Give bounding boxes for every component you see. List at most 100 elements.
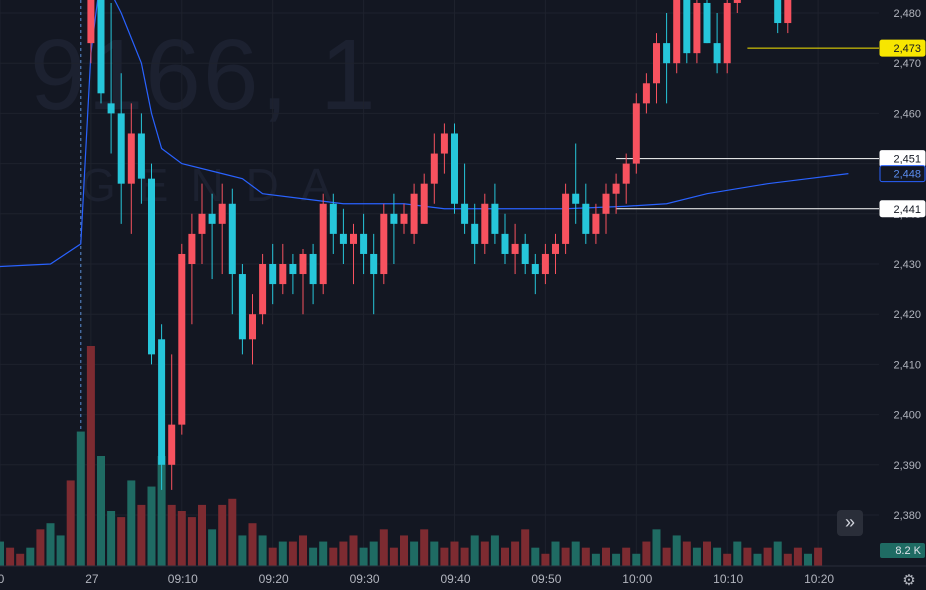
- candle: [158, 324, 166, 490]
- volume-bar: [46, 523, 55, 566]
- volume-bar: [66, 480, 75, 566]
- candle-body: [501, 233, 509, 254]
- candle-body: [602, 193, 610, 214]
- volume-bar: [238, 535, 247, 566]
- candle-body: [481, 203, 489, 244]
- candle: [440, 123, 448, 174]
- vwap-line: [0, 0, 849, 268]
- candle-body: [299, 253, 307, 275]
- candle-body: [592, 213, 600, 234]
- volume-bar: [662, 547, 671, 566]
- candle-body: [552, 243, 559, 254]
- volume-bar: [187, 517, 196, 566]
- volume-bar: [198, 504, 206, 566]
- candle-body: [117, 113, 125, 184]
- candle: [289, 253, 297, 295]
- volume-bar: [814, 547, 823, 566]
- volume-bar: [470, 535, 479, 566]
- volume-bar: [682, 541, 691, 566]
- candle-body: [723, 2, 731, 64]
- candle: [238, 264, 246, 355]
- volume-bar: [137, 504, 146, 566]
- volume-bar: [460, 547, 469, 566]
- candle-body: [511, 243, 519, 254]
- volume-tag-label: 8.2 K: [895, 545, 921, 557]
- candle-body: [693, 2, 701, 54]
- volume-bar: [793, 547, 802, 566]
- candle: [632, 93, 640, 174]
- candle: [97, 0, 105, 104]
- candle: [319, 193, 327, 295]
- price-axis-tick-label: 2,460: [893, 108, 921, 120]
- price-tag-box: [879, 200, 926, 218]
- candle: [168, 354, 176, 490]
- candle: [208, 193, 216, 280]
- price-axis-tick-label: 2,380: [893, 510, 921, 522]
- volume-bar: [551, 541, 560, 566]
- candle: [370, 233, 378, 315]
- volume-bar: [410, 541, 419, 566]
- price-tag-vwap: 2,448: [879, 165, 926, 183]
- candle-body: [208, 213, 216, 224]
- time-axis-tick-label: 09:50: [531, 572, 561, 586]
- price-axis-tick-label: 2,480: [893, 8, 921, 20]
- candle-body: [370, 253, 378, 275]
- candle: [329, 193, 337, 254]
- volume-bar: [622, 547, 631, 566]
- candle: [622, 153, 630, 204]
- price-axis-tick-label: 2,390: [893, 460, 921, 472]
- price-axis-tick-label: 2,430: [893, 259, 921, 271]
- candle: [420, 173, 428, 224]
- candle: [612, 173, 620, 214]
- chart-settings-icon[interactable]: ⚙: [902, 572, 916, 589]
- candle: [582, 183, 590, 244]
- volume-bar: [389, 547, 398, 566]
- candle: [592, 203, 600, 244]
- volume-bar: [763, 547, 772, 566]
- candle-body: [440, 133, 448, 154]
- candle-body: [562, 193, 570, 244]
- candle: [774, 0, 782, 34]
- candle: [87, 0, 95, 64]
- candle: [784, 0, 792, 34]
- candle: [178, 243, 186, 435]
- candle: [683, 0, 691, 64]
- volume-bar: [349, 535, 358, 566]
- volume-bar: [773, 541, 782, 566]
- volume-bar: [440, 547, 449, 566]
- time-axis-tick-label: 09:40: [440, 572, 470, 586]
- candle-body: [471, 223, 479, 244]
- volume-bar: [107, 511, 116, 566]
- candle-body: [137, 133, 145, 179]
- scroll-to-realtime-button[interactable]: »: [837, 510, 863, 536]
- volume-bar: [652, 529, 661, 566]
- volume-bar: [76, 431, 85, 566]
- candle-body: [451, 133, 458, 204]
- candle-body: [572, 193, 580, 204]
- candle-body: [238, 274, 246, 340]
- candle: [653, 33, 660, 104]
- candle: [642, 73, 650, 114]
- candle: [703, 0, 711, 44]
- candle-body: [279, 264, 287, 285]
- candle: [249, 294, 256, 365]
- price-axis-tick-label: 2,410: [893, 359, 921, 371]
- candle: [148, 163, 155, 365]
- candle-body: [622, 163, 630, 184]
- candle-body: [97, 0, 105, 94]
- volume-bar: [97, 456, 105, 566]
- time-axis-tick-label: 10:00: [622, 572, 652, 586]
- candle: [259, 253, 267, 325]
- volume-bar: [167, 504, 176, 566]
- candle-body: [461, 203, 469, 224]
- candle-body: [430, 153, 438, 184]
- volume-bar: [450, 541, 459, 566]
- volume-bar: [319, 541, 328, 566]
- candle-body: [642, 83, 650, 104]
- time-axis-tick-label: 09:20: [259, 572, 289, 586]
- candle-body: [703, 2, 711, 44]
- candle-body: [228, 203, 236, 275]
- volume-bar: [86, 346, 95, 566]
- candle-body: [158, 339, 166, 465]
